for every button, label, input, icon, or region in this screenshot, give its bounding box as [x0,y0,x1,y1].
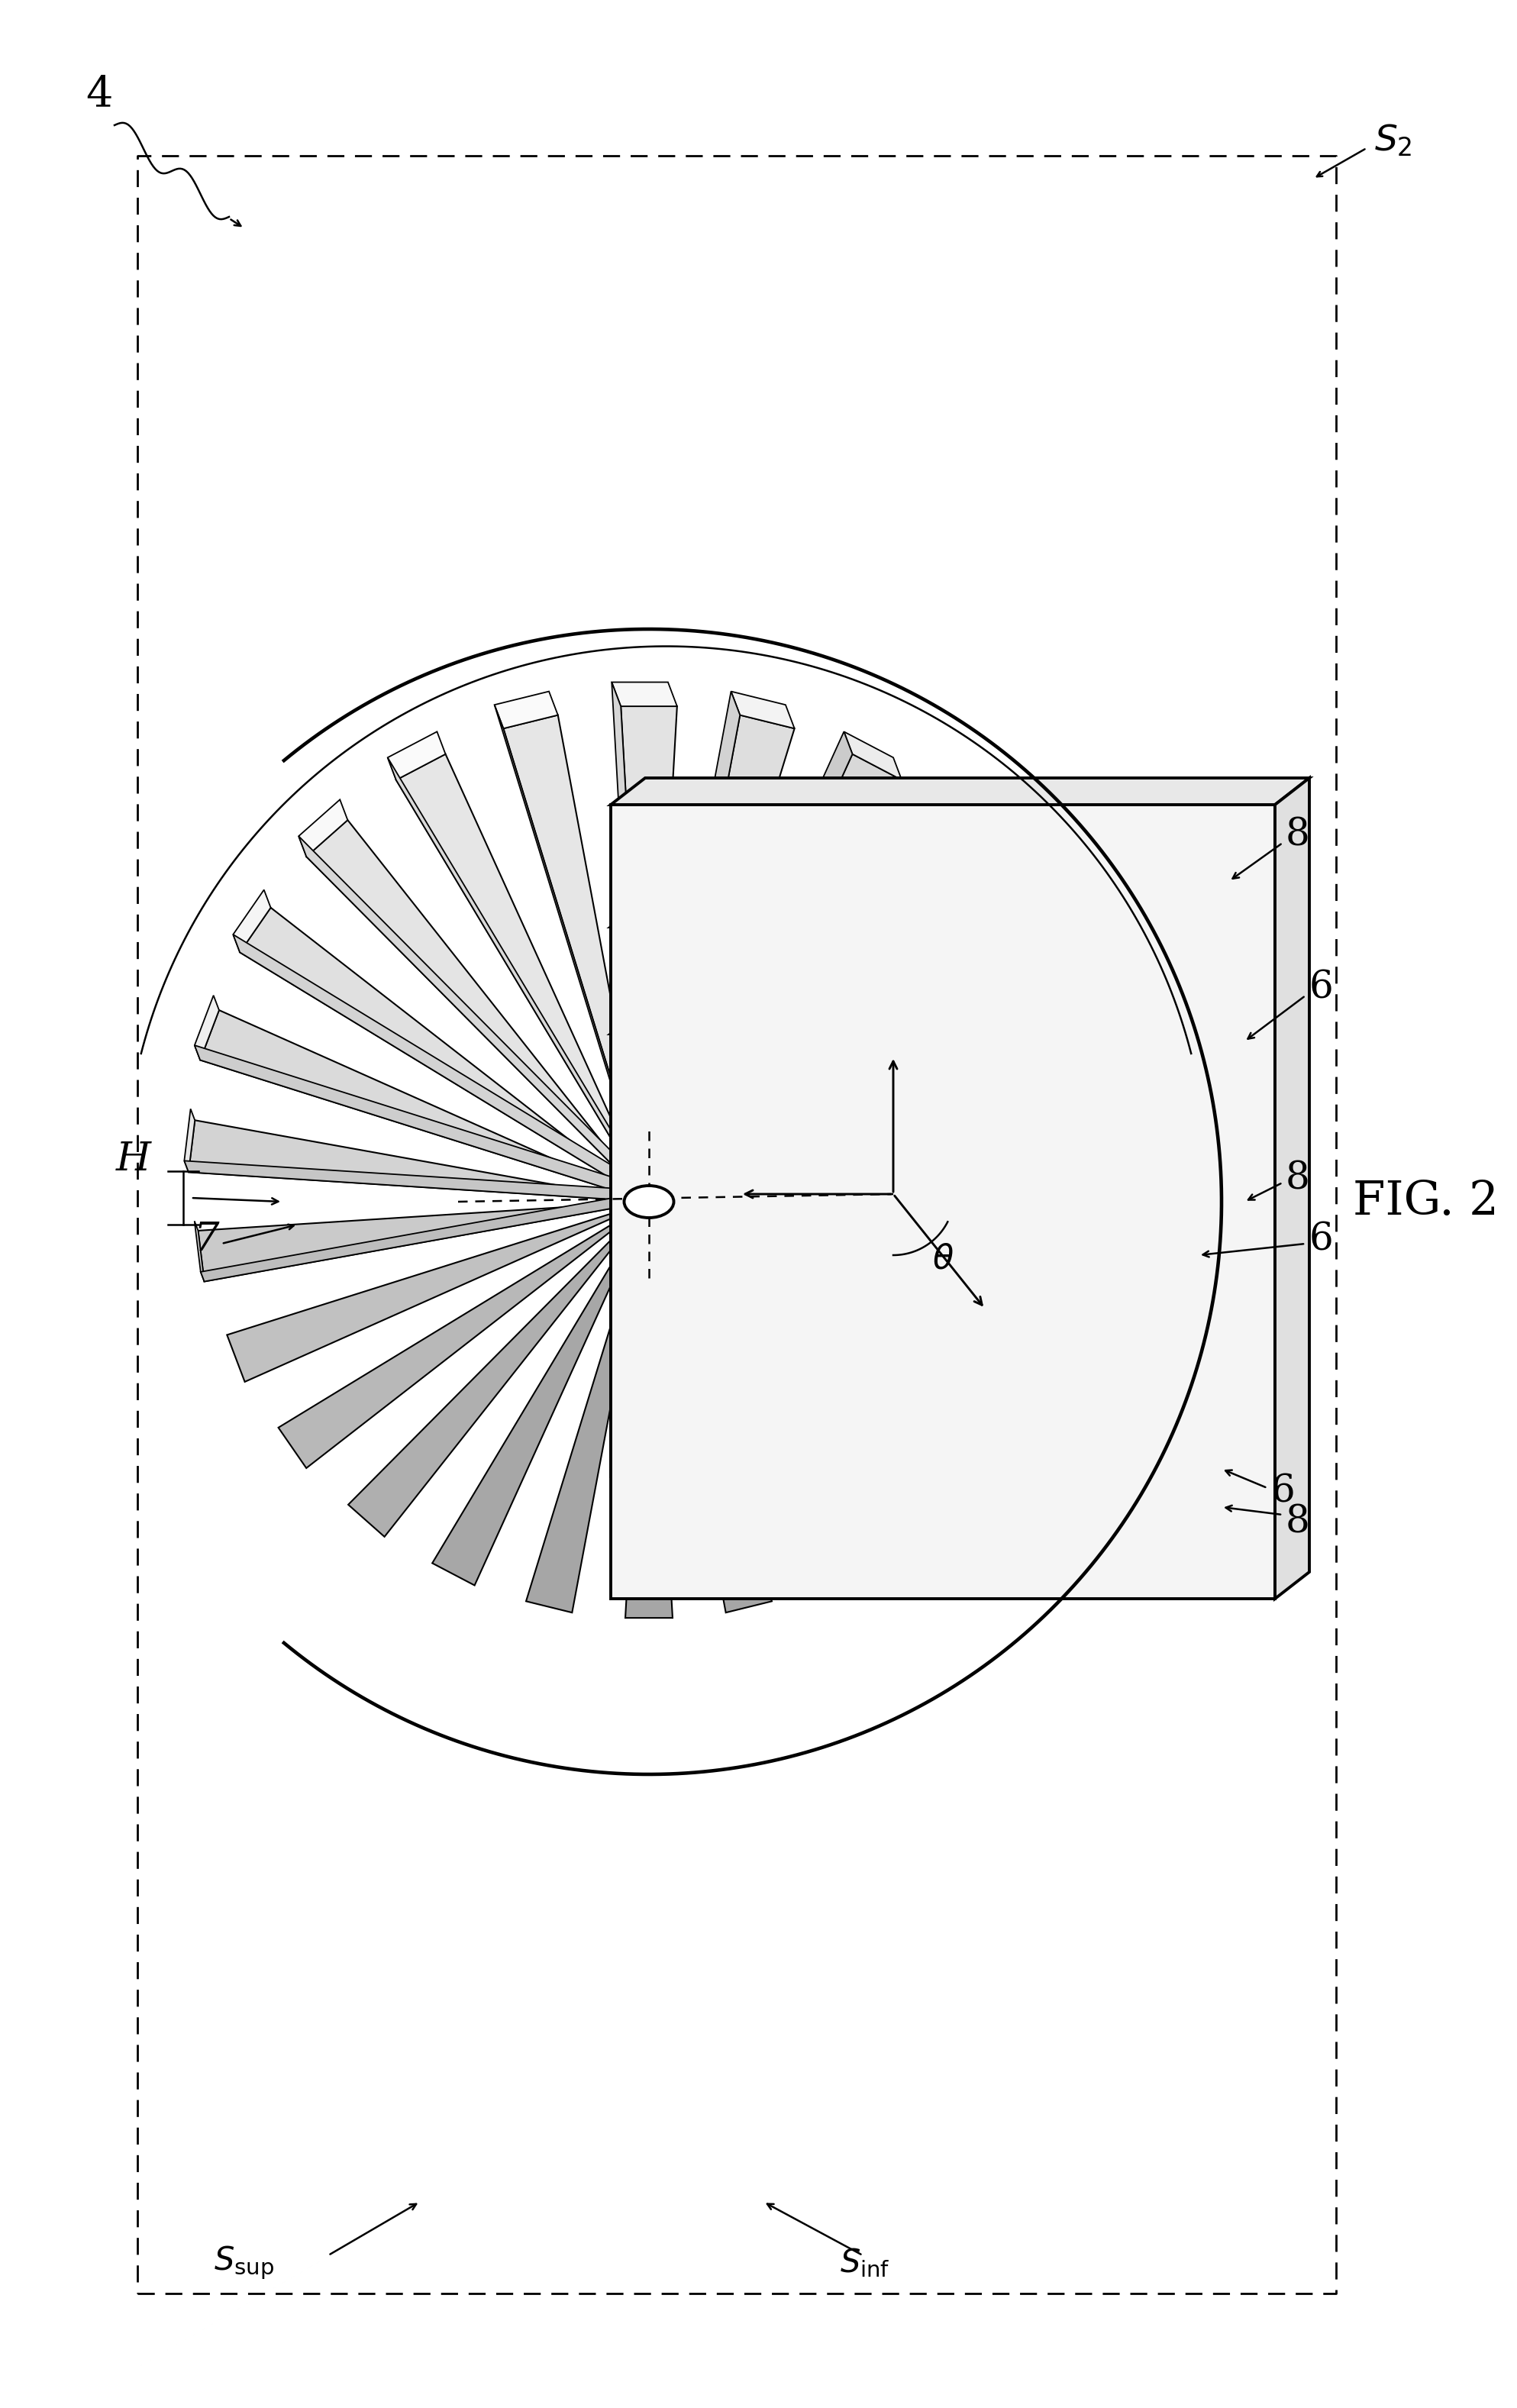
Text: 4: 4 [86,75,112,116]
Text: $\theta$: $\theta$ [931,1243,954,1276]
Polygon shape [611,1033,1015,1370]
Polygon shape [234,934,627,1187]
Ellipse shape [623,1185,674,1218]
Polygon shape [611,804,1274,1599]
Text: $S_\mathrm{sup}$: $S_\mathrm{sup}$ [214,2244,275,2280]
Polygon shape [349,1221,633,1536]
Polygon shape [942,799,992,857]
Text: FIG. 2: FIG. 2 [1353,1180,1499,1226]
Polygon shape [671,1108,1103,1197]
Polygon shape [672,1194,1100,1230]
Polygon shape [666,821,992,1182]
Polygon shape [306,821,633,1182]
Polygon shape [671,1216,1019,1469]
Polygon shape [299,799,347,857]
Text: 6: 6 [1309,968,1333,1007]
Polygon shape [200,1009,625,1194]
Polygon shape [526,1228,645,1613]
Polygon shape [675,1120,1109,1199]
Text: 7: 7 [193,1221,218,1259]
Polygon shape [194,1221,205,1281]
Polygon shape [388,732,446,780]
Polygon shape [625,1228,672,1618]
Polygon shape [675,1204,1100,1281]
Polygon shape [228,1209,625,1382]
Polygon shape [299,836,630,1182]
Polygon shape [671,908,1057,1187]
Polygon shape [611,681,677,706]
Polygon shape [666,1221,950,1536]
Polygon shape [504,715,645,1175]
Polygon shape [495,706,642,1175]
Polygon shape [674,1009,1098,1194]
Polygon shape [432,1226,637,1584]
Polygon shape [843,732,901,780]
Polygon shape [660,1226,866,1584]
Polygon shape [200,1197,622,1281]
Text: 8: 8 [1286,1503,1311,1541]
Text: H: H [115,1141,152,1180]
Text: 6: 6 [1271,1474,1294,1510]
Polygon shape [611,681,648,1175]
Polygon shape [199,1204,622,1281]
Polygon shape [645,691,740,1175]
Polygon shape [1021,891,1057,951]
Polygon shape [611,778,1309,804]
Polygon shape [667,995,1079,1192]
Polygon shape [611,1007,1050,1033]
Polygon shape [234,891,270,951]
Polygon shape [388,759,636,1180]
Text: $S_\mathrm{inf}$: $S_\mathrm{inf}$ [840,2247,890,2280]
Polygon shape [654,1228,772,1613]
Polygon shape [240,908,628,1187]
Text: 6: 6 [1309,1221,1333,1259]
Polygon shape [731,691,795,730]
Text: 8: 8 [1286,816,1311,855]
Polygon shape [184,1161,622,1199]
Polygon shape [1073,995,1098,1060]
Polygon shape [611,927,1145,1476]
Polygon shape [194,1045,623,1194]
Polygon shape [674,1209,1071,1382]
Polygon shape [1145,901,1180,1476]
Polygon shape [611,901,1180,927]
Text: $S_2$: $S_2$ [1374,123,1412,159]
Polygon shape [1015,1007,1050,1370]
Polygon shape [278,1216,628,1469]
Polygon shape [663,891,1027,1185]
Polygon shape [660,754,901,1180]
Polygon shape [188,1120,622,1199]
Polygon shape [396,754,637,1180]
Polygon shape [194,995,218,1060]
Polygon shape [1091,1221,1100,1281]
Polygon shape [620,706,677,1175]
Polygon shape [495,691,558,730]
Polygon shape [1274,778,1309,1599]
Polygon shape [658,799,950,1180]
Text: 8: 8 [1286,1161,1311,1197]
Polygon shape [1098,1108,1109,1173]
Polygon shape [651,732,853,1178]
Polygon shape [654,715,795,1175]
Polygon shape [184,1108,194,1173]
